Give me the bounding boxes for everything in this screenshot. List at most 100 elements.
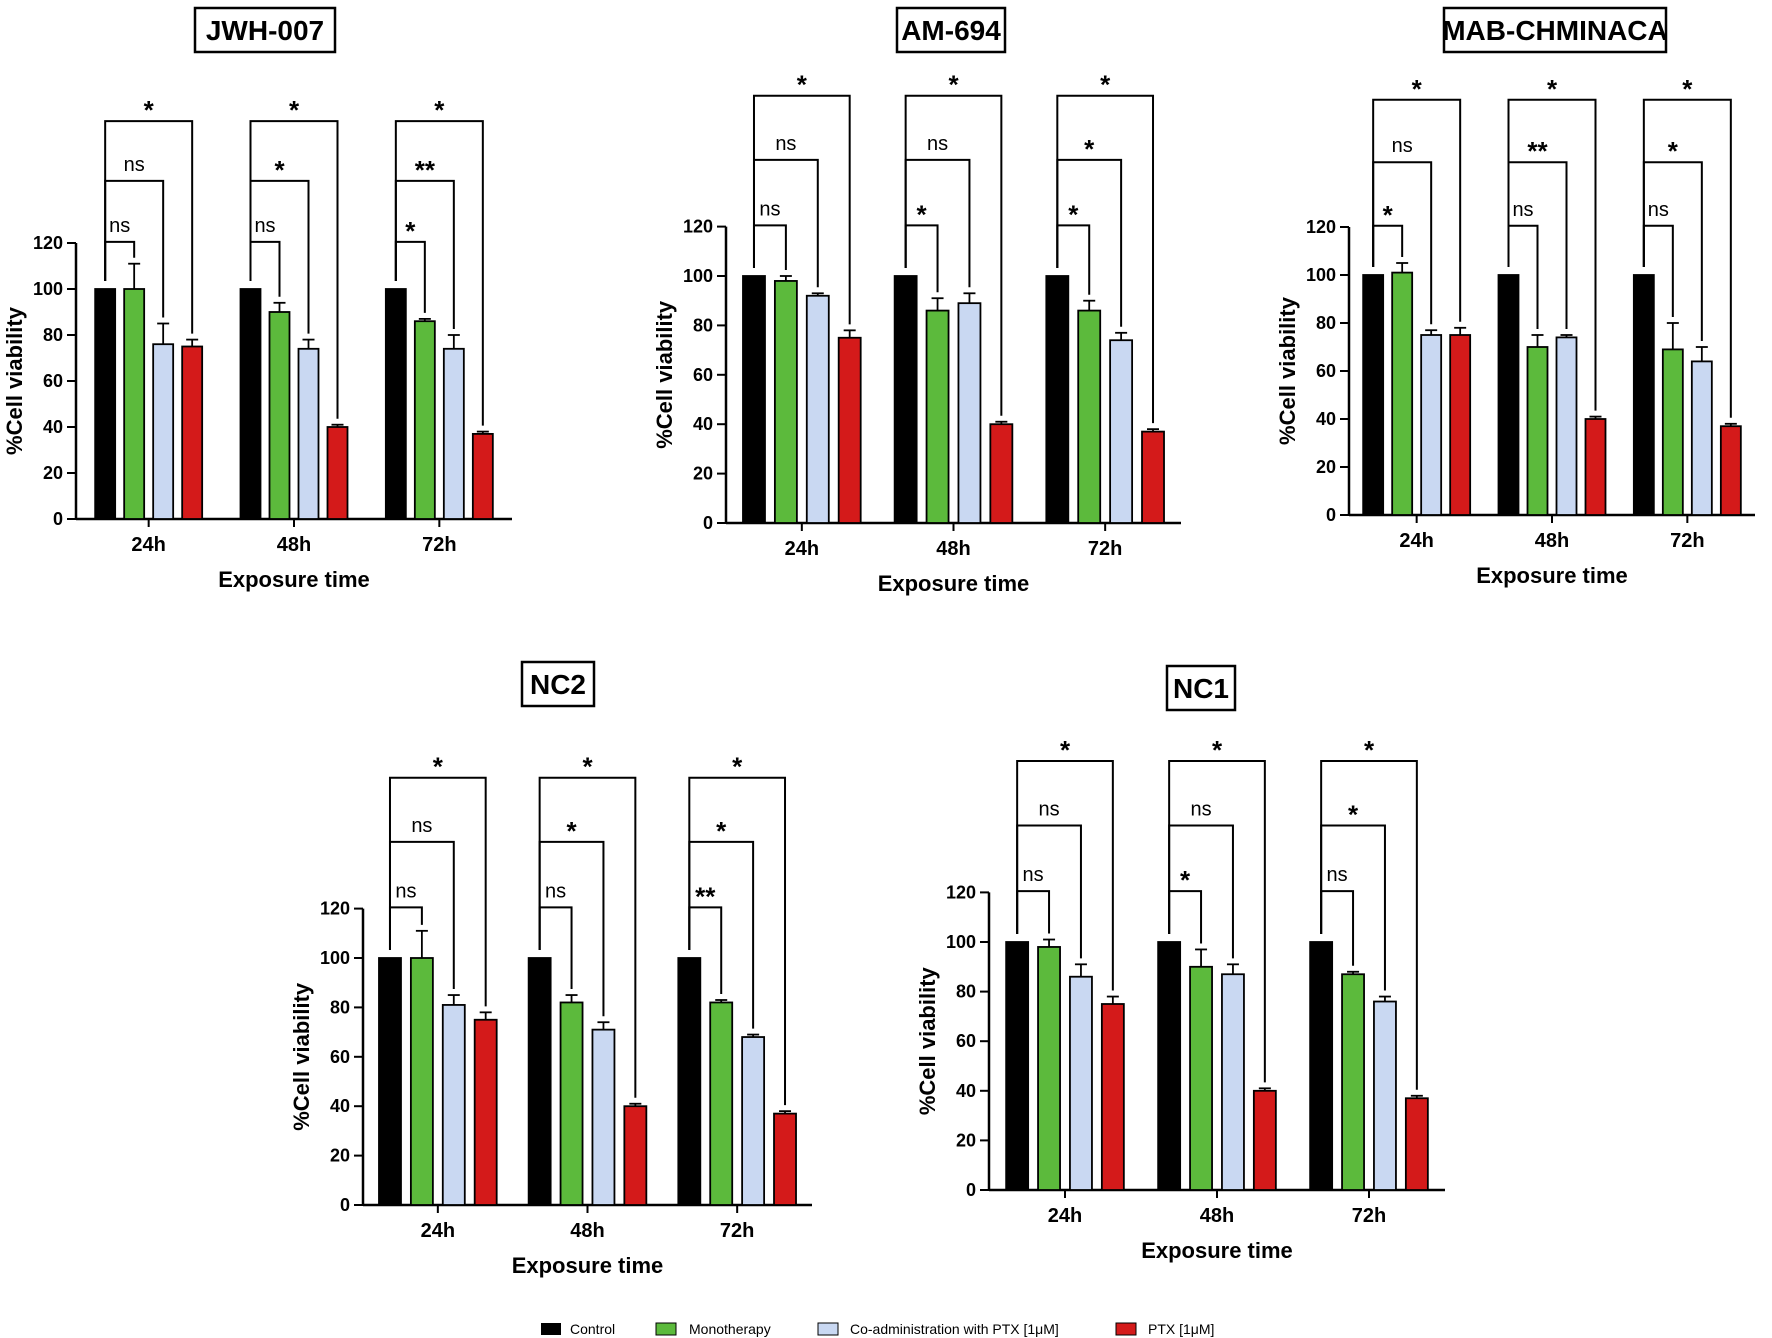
bar-co-administration-with-ptx-1-m-72h <box>1373 1000 1397 1191</box>
y-axis-title: %Cell viability <box>652 300 677 449</box>
significance-label: * <box>1364 735 1375 765</box>
bar-monotherapy-72h <box>709 1001 734 1206</box>
y-axis-title: %Cell viability <box>1275 296 1300 445</box>
y-tick-label: 60 <box>330 1047 350 1067</box>
y-tick-label: 100 <box>33 279 63 299</box>
significance-label: * <box>1412 74 1423 104</box>
significance-bracket <box>1168 890 1203 944</box>
bar-co-administration-with-ptx-1-m-24h <box>1069 975 1093 1191</box>
bar-ptx-1-m-48h <box>989 423 1014 524</box>
significance-label: * <box>144 95 155 125</box>
y-tick-label: 120 <box>683 217 713 237</box>
significance-label: ns <box>775 133 796 155</box>
significance-label: ** <box>1527 136 1548 166</box>
significance-label: * <box>1383 200 1394 230</box>
significance-label: ** <box>695 881 716 911</box>
bar-monotherapy-24h <box>773 280 798 524</box>
chart-title: JWH-007 <box>206 15 324 46</box>
bar-co-administration-with-ptx-1-m-48h <box>297 347 320 520</box>
bar-monotherapy-48h <box>1526 346 1549 516</box>
legend-swatch-ptx <box>1115 1322 1137 1336</box>
y-tick-label: 20 <box>693 464 713 484</box>
bar-co-administration-with-ptx-1-m-72h <box>1109 339 1134 524</box>
bar-ptx-1-m-24h <box>1100 1003 1125 1191</box>
significance-bracket <box>1056 94 1155 424</box>
significance-bracket <box>1372 224 1404 267</box>
bar-control-48h <box>1497 274 1520 516</box>
y-tick-label: 100 <box>1306 265 1336 285</box>
bar-ptx-1-m-24h <box>181 345 204 520</box>
bar-co-administration-with-ptx-1-m-72h <box>1690 360 1713 516</box>
y-tick-label: 80 <box>956 982 976 1002</box>
y-tick-label: 40 <box>330 1096 350 1116</box>
significance-bracket <box>394 120 484 426</box>
chart-panel-3: NC2 0 20 40 60 80 100 120 %Cell viability 24h ns ns… <box>289 660 812 1278</box>
significance-label: * <box>797 70 808 100</box>
y-axis-title: %Cell viability <box>915 966 940 1115</box>
bar-control-48h <box>893 275 918 524</box>
y-tick-label: 20 <box>1316 457 1336 477</box>
x-axis-title: Exposure time <box>512 1253 664 1278</box>
y-tick-label: 60 <box>956 1031 976 1051</box>
significance-label: ns <box>109 215 130 237</box>
bar-co-administration-with-ptx-1-m-72h <box>442 347 465 520</box>
x-axis-title: Exposure time <box>218 567 370 592</box>
bar-ptx-1-m-24h <box>1449 334 1472 516</box>
legend-item-coadministration: Co-administration with PTX [1μM] <box>817 1321 1059 1337</box>
y-tick-label: 80 <box>1316 313 1336 333</box>
significance-label: ns <box>1327 864 1348 886</box>
significance-bracket <box>688 776 787 1106</box>
y-tick-label: 100 <box>946 932 976 952</box>
x-tick-label: 48h <box>570 1220 604 1242</box>
chart-title: MAB-CHMINACA <box>1442 15 1668 46</box>
significance-label: * <box>566 816 577 846</box>
y-tick-label: 80 <box>330 997 350 1017</box>
chart-title-box <box>520 660 596 708</box>
x-axis-title: Exposure time <box>1476 563 1628 588</box>
bar-control-24h <box>1362 274 1385 516</box>
significance-label: ns <box>1648 199 1669 221</box>
significance-label: * <box>716 816 727 846</box>
y-tick-label: 0 <box>53 509 63 529</box>
significance-bracket <box>1320 759 1418 1090</box>
y-tick-label: 120 <box>1306 217 1336 237</box>
significance-bracket <box>904 94 1003 416</box>
x-axis-title: Exposure time <box>1141 1238 1293 1263</box>
legend: Control Monotherapy Co-administration wi… <box>541 1321 1214 1337</box>
chart-title: AM-694 <box>901 15 1001 46</box>
bar-co-administration-with-ptx-1-m-72h <box>741 1036 766 1206</box>
bar-co-administration-with-ptx-1-m-48h <box>1221 973 1245 1191</box>
significance-label: * <box>1068 199 1079 229</box>
y-tick-label: 60 <box>1316 361 1336 381</box>
bar-monotherapy-24h <box>1391 271 1414 516</box>
x-tick-label: 24h <box>785 538 819 560</box>
significance-bracket <box>1016 759 1114 991</box>
chart-title: NC1 <box>1173 673 1229 704</box>
legend-swatch-control <box>541 1323 561 1335</box>
significance-bracket <box>752 94 851 325</box>
y-tick-label: 0 <box>340 1195 350 1215</box>
significance-label: * <box>917 199 928 229</box>
bar-ptx-1-m-48h <box>1252 1089 1277 1191</box>
legend-label-ptx: PTX [1μM] <box>1148 1321 1214 1337</box>
y-tick-label: 60 <box>43 371 63 391</box>
bar-ptx-1-m-72h <box>1719 425 1742 516</box>
chart-title: NC2 <box>530 669 586 700</box>
bar-control-72h <box>1045 275 1070 524</box>
x-tick-label: 24h <box>131 534 165 556</box>
significance-label: * <box>434 95 445 125</box>
bar-ptx-1-m-48h <box>1584 418 1607 516</box>
x-axis-title: Exposure time <box>878 571 1030 596</box>
legend-item-ptx: PTX [1μM] <box>1115 1321 1214 1337</box>
y-tick-label: 20 <box>956 1130 976 1150</box>
bar-monotherapy-72h <box>1077 309 1102 524</box>
bar-monotherapy-24h <box>1037 946 1061 1191</box>
bar-control-72h <box>1632 274 1655 516</box>
significance-label: * <box>433 752 444 782</box>
bar-co-administration-with-ptx-1-m-48h <box>1555 336 1578 516</box>
bar-ptx-1-m-72h <box>471 432 494 520</box>
significance-bracket <box>1642 98 1732 418</box>
chart-title-box <box>193 6 337 54</box>
significance-label: * <box>405 216 416 246</box>
